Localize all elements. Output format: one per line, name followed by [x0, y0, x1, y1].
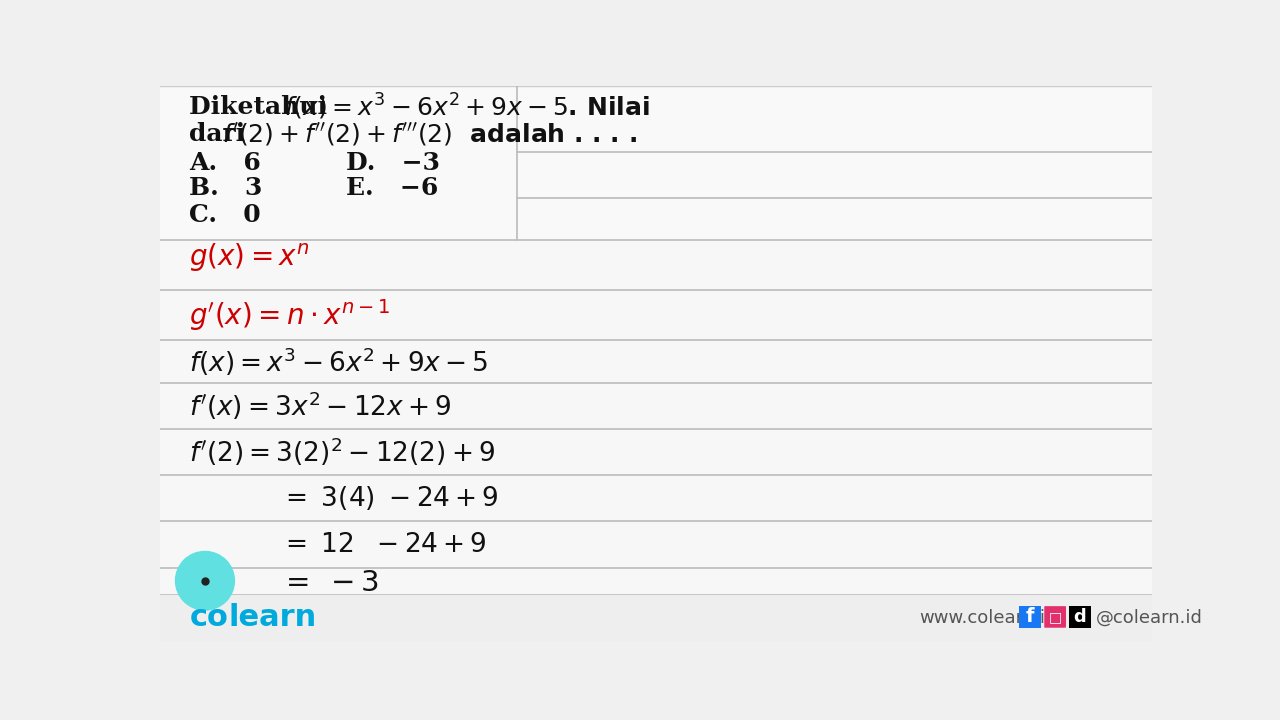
- FancyBboxPatch shape: [1044, 606, 1066, 628]
- Text: @colearn.id: @colearn.id: [1096, 608, 1202, 626]
- Text: A.   6: A. 6: [189, 151, 261, 176]
- Text: B.   3: B. 3: [189, 176, 262, 200]
- Text: co: co: [189, 603, 228, 632]
- FancyBboxPatch shape: [1019, 606, 1041, 628]
- Text: Diketahui: Diketahui: [189, 95, 337, 120]
- Text: D.   −3: D. −3: [346, 151, 440, 176]
- Text: $g'(x) = n \cdot x^{n-1}$: $g'(x) = n \cdot x^{n-1}$: [189, 297, 390, 333]
- Text: dari: dari: [189, 122, 255, 146]
- Text: E.   −6: E. −6: [346, 176, 438, 200]
- Text: $= \ 3(4) \ - 24 + 9$: $= \ 3(4) \ - 24 + 9$: [280, 485, 499, 513]
- FancyBboxPatch shape: [160, 86, 1152, 595]
- Text: learn: learn: [228, 603, 316, 632]
- Text: www.colearn.id: www.colearn.id: [919, 608, 1057, 626]
- Text: f: f: [1027, 608, 1034, 626]
- Text: $f'(x) = 3x^2 - 12x + 9$: $f'(x) = 3x^2 - 12x + 9$: [189, 390, 452, 422]
- Text: □: □: [1048, 610, 1061, 624]
- Text: C.   0: C. 0: [189, 203, 261, 227]
- FancyBboxPatch shape: [160, 86, 1152, 240]
- Text: $f'(2) = 3(2)^2 - 12(2) + 9$: $f'(2) = 3(2)^2 - 12(2) + 9$: [189, 436, 495, 469]
- Text: d: d: [1074, 608, 1087, 626]
- Text: $f'(2) + f''(2) + f'''(2)$  adalah . . . .: $f'(2) + f''(2) + f'''(2)$ adalah . . . …: [221, 121, 637, 148]
- Text: $f(x) = x^3 - 6x^2 + 9x - 5$: $f(x) = x^3 - 6x^2 + 9x - 5$: [189, 346, 489, 378]
- FancyBboxPatch shape: [1069, 606, 1091, 628]
- Text: $g(x) = x^n$: $g(x) = x^n$: [189, 241, 310, 274]
- FancyBboxPatch shape: [160, 595, 1152, 641]
- Text: $= \ -3$: $= \ -3$: [280, 569, 379, 597]
- Text: $f(x) = x^3 - 6x^2 + 9x - 5$. Nilai: $f(x) = x^3 - 6x^2 + 9x - 5$. Nilai: [284, 92, 649, 122]
- Text: $= \ 12 \ \ -24 + 9$: $= \ 12 \ \ -24 + 9$: [280, 531, 486, 557]
- Circle shape: [175, 552, 234, 610]
